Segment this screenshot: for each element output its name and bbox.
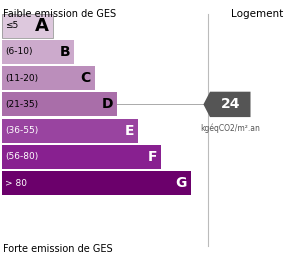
Text: Forte emission de GES: Forte emission de GES — [3, 244, 112, 253]
Text: Logement: Logement — [231, 9, 284, 19]
Text: kgéqCO2/m².an: kgéqCO2/m².an — [200, 124, 260, 133]
Bar — [2, 171, 190, 195]
Bar — [2, 92, 117, 116]
Bar — [2, 119, 138, 143]
Text: C: C — [81, 71, 91, 85]
Text: ≤5: ≤5 — [5, 21, 18, 30]
Text: (56-80): (56-80) — [5, 152, 38, 161]
Bar — [2, 66, 94, 90]
Text: (36-55): (36-55) — [5, 126, 38, 135]
Bar — [2, 14, 52, 38]
Bar — [2, 145, 160, 169]
Text: D: D — [102, 98, 113, 111]
Text: G: G — [176, 176, 187, 190]
Text: B: B — [59, 45, 70, 59]
Text: F: F — [147, 150, 157, 164]
Text: (11-20): (11-20) — [5, 74, 38, 83]
Text: E: E — [125, 124, 134, 138]
Text: Faible emission de GES: Faible emission de GES — [3, 9, 116, 19]
Text: (6-10): (6-10) — [5, 47, 33, 56]
Text: > 80: > 80 — [5, 179, 27, 188]
Text: A: A — [35, 17, 49, 35]
Text: (21-35): (21-35) — [5, 100, 38, 109]
Bar — [2, 14, 52, 38]
Polygon shape — [203, 92, 250, 117]
Text: 24: 24 — [220, 98, 240, 111]
Bar — [2, 40, 74, 64]
